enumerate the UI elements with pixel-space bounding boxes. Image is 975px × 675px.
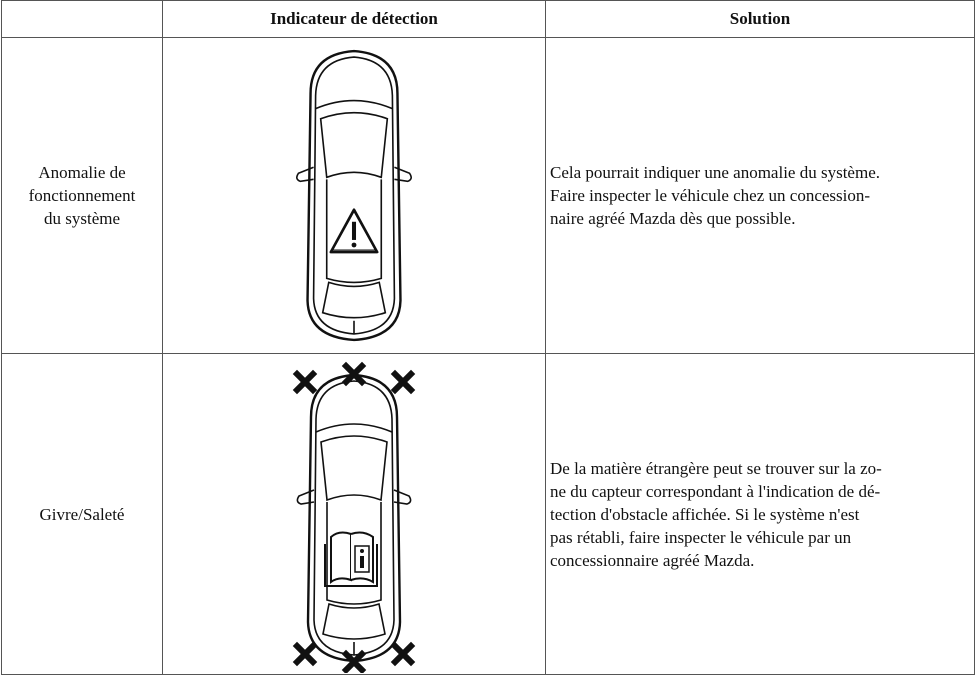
- header-cell: Solution: [545, 0, 975, 38]
- text-line: concessionnaire agréé Mazda.: [550, 550, 755, 570]
- header-row: Indicateur de détection Solution: [1, 0, 975, 38]
- text-line: Anomalie de: [38, 163, 126, 182]
- text-line: tection d'obstacle affichée. Si le systè…: [550, 504, 860, 524]
- header-cell: [1, 0, 163, 38]
- text-line: fonctionnement: [28, 186, 136, 205]
- label-cell: Givre/Saleté: [1, 353, 163, 675]
- label-cell: Anomalie de fonctionnement du système: [1, 37, 163, 354]
- header-cell: Indicateur de détection: [162, 0, 546, 38]
- text-line: ne du capteur correspondant à l'indicati…: [550, 481, 881, 501]
- solution-cell: De la matière étrangère peut se trouver …: [545, 353, 975, 675]
- text-line: De la matière étrangère peut se trouver …: [550, 458, 882, 478]
- text-line: Faire inspecter le véhicule chez un conc…: [550, 186, 871, 205]
- text-line: du système: [43, 209, 121, 228]
- text-line: naire agréé Mazda dès que possible.: [550, 209, 796, 228]
- text-line: pas rétabli, faire inspecter le véhicule…: [550, 527, 852, 547]
- text-line: Cela pourrait indiquer une anomalie du s…: [550, 163, 880, 182]
- row: Anomalie de fonctionnement du système Cela…: [1, 37, 975, 354]
- car-warning-icon: [295, 49, 413, 342]
- car-dirt-icon: [284, 355, 424, 673]
- indicator-cell: [162, 37, 546, 354]
- indicator-cell: [162, 353, 546, 675]
- solution-cell: Cela pourrait indiquer une anomalie du s…: [545, 37, 975, 354]
- text-line: Givre/Saleté: [39, 504, 125, 524]
- row: Givre/Saleté De la matière étrangère peu…: [1, 353, 975, 675]
